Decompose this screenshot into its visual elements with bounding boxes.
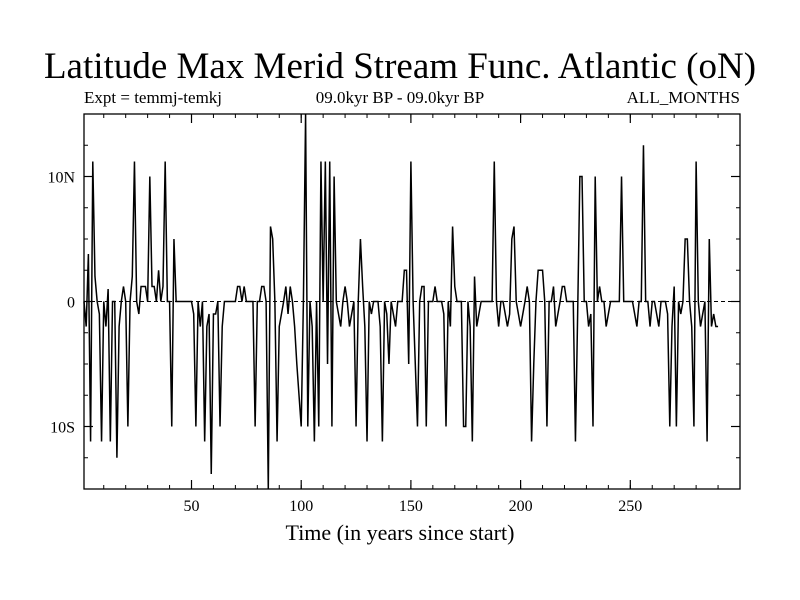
y-tick-label: 0	[67, 295, 75, 312]
ticks-layer: 50 100 150 200 250 10S 0 10N	[47, 114, 740, 515]
x-axis-label: Time (in years since start)	[285, 520, 515, 545]
plot-frame	[83, 113, 741, 490]
series-line	[83, 113, 719, 490]
chart-title: Latitude Max Merid Stream Func. Atlantic…	[43, 46, 757, 87]
series-layer	[83, 113, 719, 490]
x-tick-label: 200	[509, 498, 533, 515]
x-tick-label: 100	[289, 498, 313, 515]
months-label: ALL_MONTHS	[626, 88, 740, 107]
experiment-label: Expt = temmj-temkj	[84, 88, 223, 107]
x-tick-label: 250	[618, 498, 642, 515]
y-tick-label: 10N	[47, 170, 75, 187]
period-label: 09.0kyr BP - 09.0kyr BP	[315, 88, 485, 107]
y-tick-label: 10S	[50, 420, 75, 437]
x-tick-label: 50	[184, 498, 200, 515]
x-tick-label: 150	[399, 498, 423, 515]
